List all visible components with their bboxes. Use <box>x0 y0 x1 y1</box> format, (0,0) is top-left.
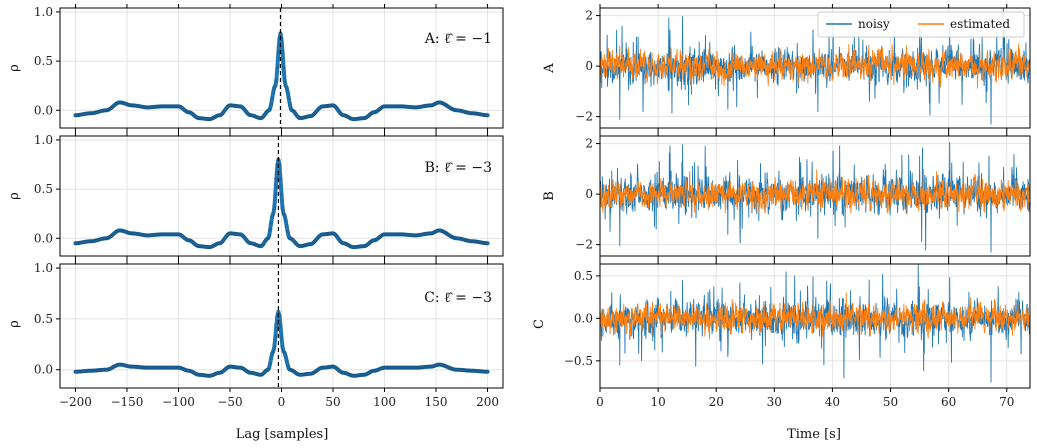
signal-panel-a: −2 0 2 A noisy estimated <box>542 4 1031 132</box>
corr-c-ytick-label-2: 1.0 <box>34 261 53 275</box>
corr-c-xtick-label-6: 100 <box>373 395 396 409</box>
corr-a-series-group <box>73 8 490 128</box>
signal-b-ytick-label-0: −2 <box>575 238 593 252</box>
signal-c-ylabel: C <box>532 319 547 329</box>
signal-c-ytick-label-1: 0.0 <box>574 311 593 325</box>
signal-c-xtick-label-3: 30 <box>767 395 782 409</box>
corr-a-ylabel: ρ <box>7 64 22 72</box>
corr-b-series-group <box>73 136 490 256</box>
signal-b-plot-area: −2 0 2 <box>575 132 1031 260</box>
signal-c-plot-area: 0 10 20 30 40 50 60 70 −0.5 0.0 0.5 <box>564 260 1031 409</box>
corr-b-ytick-label-1: 0.5 <box>34 182 53 196</box>
signal-xlabel: Time [s] <box>787 427 841 442</box>
corr-b-plot-area: 0.0 0.5 1.0 <box>34 132 504 260</box>
corr-a-ytick-label-2: 1.0 <box>34 5 53 19</box>
signal-c-xtick-label-1: 10 <box>650 395 665 409</box>
corr-b-ytick-label-2: 1.0 <box>34 133 53 147</box>
signal-b-series-group <box>600 141 1030 253</box>
legend-estimated-label: estimated <box>950 17 1010 31</box>
signal-a-estimated-line <box>600 43 1030 89</box>
corr-c-ytick-label-1: 0.5 <box>34 312 53 326</box>
signal-c-frame <box>599 263 1031 389</box>
corr-a-ytick-label-1: 0.5 <box>34 54 53 68</box>
corr-c-ylabel: ρ <box>7 320 22 328</box>
signal-panel-b: −2 0 2 B <box>542 132 1031 260</box>
corr-c-xtick-label-2: −100 <box>162 395 195 409</box>
signal-b-ytick-label-2: 2 <box>585 137 593 151</box>
corr-c-xtick-label-4: 0 <box>278 395 286 409</box>
signal-b-frame <box>599 135 1031 257</box>
signal-c-xtick-label-0: 0 <box>596 395 604 409</box>
corr-a-plot-area: 0.0 0.5 1.0 <box>34 4 504 132</box>
signal-b-ytick-label-1: 0 <box>585 187 593 201</box>
signal-a-ytick-label-1: 0 <box>585 59 593 73</box>
corr-c-xtick-label-5: 50 <box>325 395 340 409</box>
signal-c-xtick-label-6: 60 <box>941 395 956 409</box>
signal-c-ytick-label-2: 0.5 <box>574 269 593 283</box>
corr-panel-a: 0.0 0.5 1.0 ρ A: ℓ̂ = −1 <box>7 4 504 132</box>
signal-panel-c: 0 10 20 30 40 50 60 70 −0.5 0.0 0.5 C Time [s] <box>532 260 1031 442</box>
corr-c-xtick-label-1: −150 <box>110 395 143 409</box>
signal-a-ytick-label-2: 2 <box>585 9 593 23</box>
signal-c-xtick-label-2: 20 <box>709 395 724 409</box>
signal-a-series-group <box>600 8 1030 125</box>
signal-c-estimated-line <box>600 292 1030 340</box>
corr-c-plot-area: −200 −150 −100 −50 0 50 100 150 200 0.0 0.5 1.0 <box>34 260 504 409</box>
signal-a-frame <box>599 7 1031 129</box>
corr-c-annotation: C: ℓ̂ = −3 <box>424 290 492 306</box>
corr-a-ytick-label-0: 0.0 <box>34 103 53 117</box>
signal-c-ytick-label-0: −0.5 <box>564 354 593 368</box>
corr-xlabel: Lag [samples] <box>236 427 329 442</box>
corr-c-rho-markers <box>73 310 490 378</box>
signal-c-xtick-label-4: 40 <box>825 395 840 409</box>
corr-c-xtick-label-3: −50 <box>217 395 242 409</box>
corr-b-rho-markers <box>73 157 490 249</box>
signal-a-ytick-label-0: −2 <box>575 110 593 124</box>
corr-c-xtick-label-0: −200 <box>59 395 92 409</box>
signal-c-xtick-label-5: 50 <box>883 395 898 409</box>
legend-noisy-label: noisy <box>858 17 890 31</box>
signal-c-series-group <box>600 264 1030 383</box>
corr-panel-c: −200 −150 −100 −50 0 50 100 150 200 0.0 0.5 1.0 ρ C… <box>7 260 504 442</box>
corr-c-xtick-label-8: 200 <box>476 395 499 409</box>
corr-panel-b: 0.0 0.5 1.0 ρ B: ℓ̂ = −3 <box>7 132 504 260</box>
signal-b-estimated-line <box>600 168 1030 215</box>
corr-a-annotation: A: ℓ̂ = −1 <box>424 31 492 47</box>
corr-c-ytick-label-0: 0.0 <box>34 363 53 377</box>
signal-a-ylabel: A <box>542 63 557 74</box>
corr-b-annotation: B: ℓ̂ = −3 <box>425 160 492 176</box>
corr-c-xtick-label-7: 150 <box>425 395 448 409</box>
corr-b-ytick-label-0: 0.0 <box>34 231 53 245</box>
legend: noisy estimated <box>817 11 1025 38</box>
corr-c-series-group <box>73 264 490 388</box>
signal-b-ylabel: B <box>542 191 557 201</box>
corr-a-rho-markers <box>73 31 490 121</box>
corr-b-ylabel: ρ <box>7 192 22 200</box>
signal-c-xtick-label-7: 70 <box>999 395 1014 409</box>
